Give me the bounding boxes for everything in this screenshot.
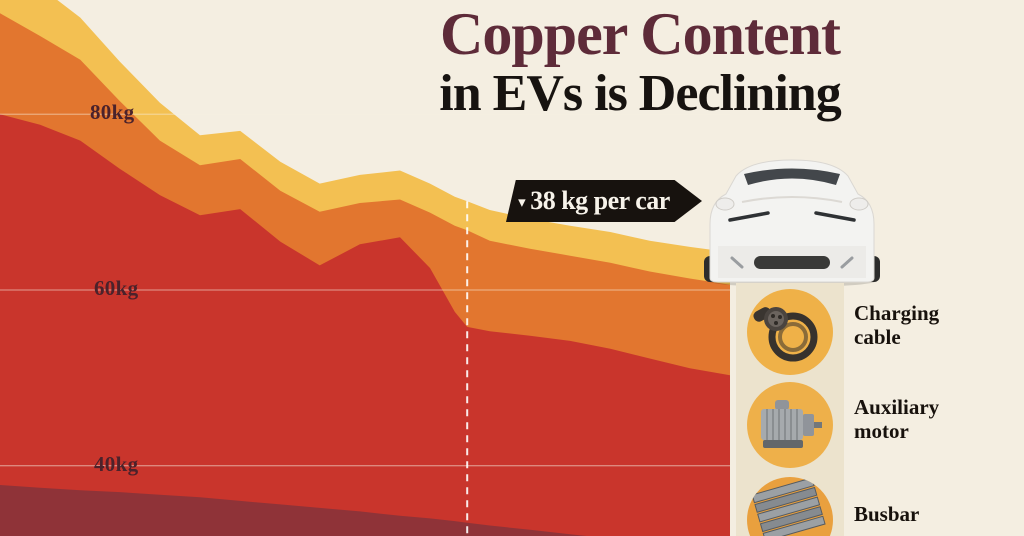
title-line-1: Copper Content <box>440 1 841 67</box>
y-tick-60kg: 60kg <box>94 276 139 300</box>
red-layer <box>0 114 730 536</box>
auxiliary-motor-icon <box>747 382 833 468</box>
legend-label-busbar: Busbar <box>854 502 920 526</box>
ev-car-illustration <box>704 159 880 287</box>
title-line-2: in EVs is Declining <box>439 65 841 123</box>
charging-cable-icon <box>747 289 833 375</box>
legend-label-auxiliary-motor: Auxiliary motor <box>854 395 940 443</box>
ev-car-image <box>692 140 892 290</box>
y-tick-80kg: 80kg <box>90 100 135 124</box>
callout-label: 38 kg per car <box>530 186 670 215</box>
decline-triangle-icon: ▾ <box>518 194 526 211</box>
stacked-area-svg <box>0 0 730 536</box>
y-tick-40kg: 40kg <box>94 452 139 476</box>
per-car-callout-badge: ▾ 38 kg per car <box>506 180 702 222</box>
chart-title: Copper Content in EVs is Declining <box>340 1 940 123</box>
stacked-area-chart: 80kg 60kg 40kg <box>0 0 730 536</box>
bottom-dark-red-layer <box>0 485 730 536</box>
legend-label-charging-cable: Charging cable <box>854 301 940 349</box>
